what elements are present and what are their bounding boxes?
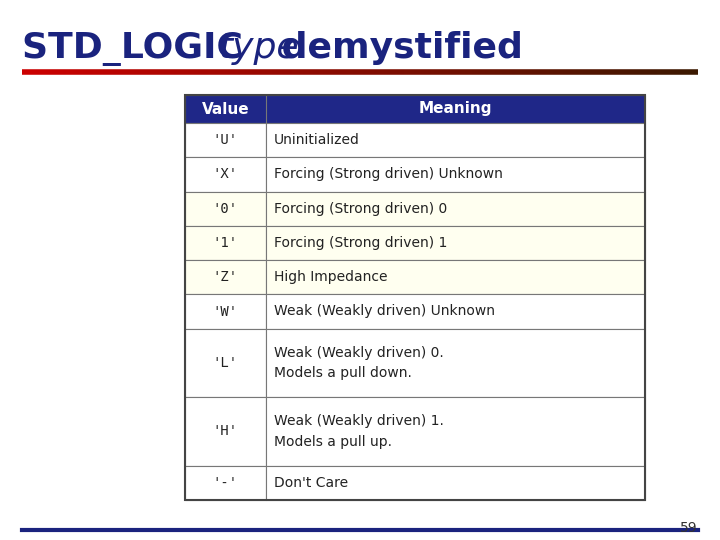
Bar <box>266 192 645 226</box>
Text: Value: Value <box>202 102 249 117</box>
Text: High Impedance: High Impedance <box>274 270 387 284</box>
Text: Meaning: Meaning <box>418 102 492 117</box>
Text: Weak (Weakly driven) Unknown: Weak (Weakly driven) Unknown <box>274 305 495 319</box>
Text: 'H': 'H' <box>212 424 238 438</box>
Text: '-': '-' <box>212 476 238 490</box>
Bar <box>185 397 266 465</box>
Bar <box>266 123 645 157</box>
Text: '0': '0' <box>212 201 238 215</box>
Bar <box>266 329 645 397</box>
Text: Uninitialized: Uninitialized <box>274 133 359 147</box>
Bar <box>266 260 645 294</box>
Bar <box>185 95 645 500</box>
Text: '1': '1' <box>212 236 238 250</box>
Bar <box>185 157 266 192</box>
Text: Models a pull down.: Models a pull down. <box>274 366 411 380</box>
Text: demystified: demystified <box>269 31 523 65</box>
Text: Forcing (Strong driven) 0: Forcing (Strong driven) 0 <box>274 201 446 215</box>
Text: 'L': 'L' <box>212 356 238 370</box>
Bar <box>185 294 266 329</box>
Bar <box>185 329 266 397</box>
Bar <box>185 260 266 294</box>
Bar <box>266 465 645 500</box>
Bar <box>185 192 266 226</box>
Text: Weak (Weakly driven) 0.: Weak (Weakly driven) 0. <box>274 346 444 360</box>
Text: 'U': 'U' <box>212 133 238 147</box>
Bar <box>185 465 266 500</box>
Text: Forcing (Strong driven) 1: Forcing (Strong driven) 1 <box>274 236 447 250</box>
Bar <box>185 226 266 260</box>
Text: Don't Care: Don't Care <box>274 476 348 490</box>
Bar <box>185 123 266 157</box>
Bar <box>185 95 645 123</box>
Bar <box>266 226 645 260</box>
Text: 'X': 'X' <box>212 167 238 181</box>
Text: Models a pull up.: Models a pull up. <box>274 435 392 449</box>
Text: Weak (Weakly driven) 1.: Weak (Weakly driven) 1. <box>274 414 444 428</box>
Text: 'W': 'W' <box>212 305 238 319</box>
Bar <box>266 294 645 329</box>
Text: STD_LOGIC: STD_LOGIC <box>22 32 256 66</box>
Text: type: type <box>219 31 300 65</box>
Bar <box>266 397 645 465</box>
Text: Forcing (Strong driven) Unknown: Forcing (Strong driven) Unknown <box>274 167 503 181</box>
Text: 'Z': 'Z' <box>212 270 238 284</box>
Text: 59: 59 <box>680 521 698 535</box>
Bar <box>266 157 645 192</box>
